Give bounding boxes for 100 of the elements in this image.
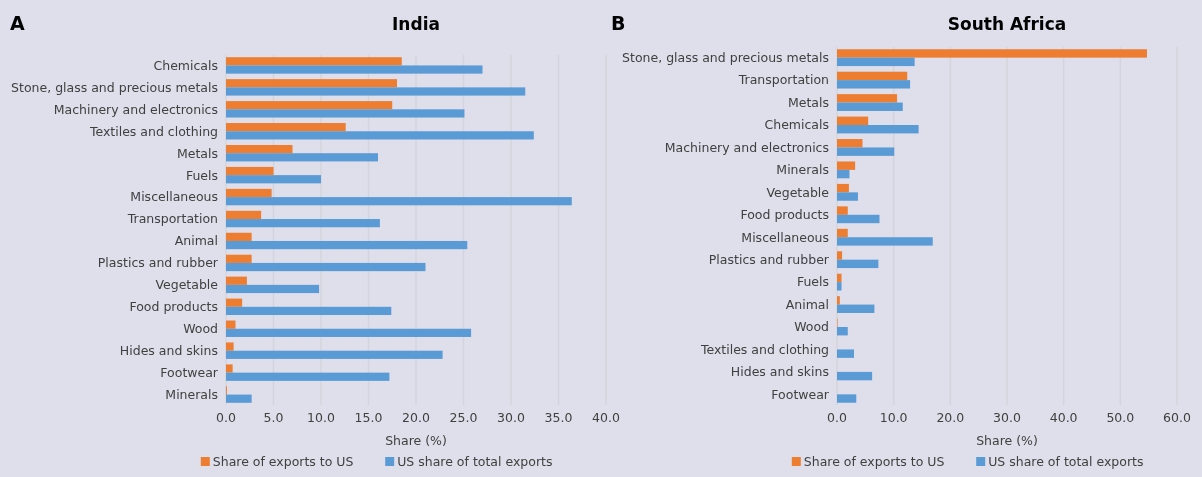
bar (837, 206, 848, 215)
y-tick-label: Textiles and clothing (88, 123, 218, 139)
x-axis-title: Share (%) (385, 433, 447, 448)
y-tick-label: Hides and skins (119, 343, 218, 359)
bar (837, 57, 915, 67)
x-tick-label: 20.0 (402, 410, 430, 425)
y-tick-label: Wood (794, 319, 829, 335)
bar (226, 262, 426, 272)
bar (837, 161, 856, 170)
bar (837, 102, 903, 111)
bar (837, 147, 895, 156)
bar (226, 109, 465, 118)
bar (837, 282, 842, 291)
x-tick-label: 40.0 (1049, 410, 1078, 425)
y-tick-label: Stone, glass and precious metals (11, 79, 218, 95)
bar (226, 298, 243, 307)
bar (226, 123, 346, 132)
y-tick-label: Chemicals (153, 57, 218, 73)
y-tick-label: Footwear (160, 365, 219, 381)
x-tick-label: 30.0 (497, 410, 525, 425)
bar (226, 131, 534, 140)
y-tick-label: Vegetable (155, 277, 219, 293)
bar (226, 166, 274, 176)
bar (226, 254, 252, 263)
x-tick-label: 60.0 (1163, 410, 1191, 425)
bar (226, 144, 293, 154)
y-tick-label: Transportation (126, 211, 218, 227)
bar (837, 94, 898, 103)
bar (837, 296, 840, 305)
bar (837, 214, 880, 224)
bar (226, 232, 252, 241)
bar (226, 350, 443, 359)
bar (837, 80, 911, 89)
bar (837, 71, 908, 81)
y-tick-label: Animal (174, 233, 218, 249)
x-tick-label: 25.0 (449, 410, 478, 425)
bar (226, 372, 390, 381)
y-tick-label: Metals (787, 94, 829, 110)
y-tick-label: Fuels (185, 167, 218, 183)
y-tick-label: Stone, glass and precious metals (622, 50, 829, 66)
bar (226, 320, 236, 329)
bar (837, 237, 933, 246)
y-tick-label: Chemicals (764, 117, 829, 133)
y-tick-label: Textiles and clothing (699, 341, 829, 357)
y-tick-label: Wood (183, 321, 218, 337)
chart-title: South Africa (947, 14, 1067, 34)
x-tick-label: 0.0 (216, 410, 236, 425)
x-tick-label: 5.0 (263, 410, 284, 425)
bar (226, 57, 402, 66)
legend-label: US share of total exports (988, 454, 1144, 469)
x-tick-label: 0.0 (827, 410, 847, 425)
bar (837, 349, 854, 358)
bar (226, 240, 468, 250)
bar (226, 328, 472, 337)
bar (226, 153, 378, 162)
bar (837, 116, 869, 125)
x-tick-label: 10.0 (307, 410, 335, 425)
bar (837, 183, 849, 193)
bar (226, 210, 262, 220)
bar (837, 273, 842, 283)
y-tick-label: Machinery and electronics (664, 139, 829, 155)
legend-label: US share of total exports (397, 454, 553, 469)
x-tick-label: 30.0 (993, 410, 1021, 425)
bar (837, 259, 879, 269)
y-tick-label: Food products (129, 299, 218, 315)
bar (226, 79, 397, 88)
x-tick-label: 35.0 (544, 410, 573, 425)
bar (837, 192, 858, 201)
y-tick-label: Minerals (776, 162, 829, 178)
y-tick-label: Plastics and rubber (708, 252, 830, 268)
bar (226, 219, 380, 228)
bar (837, 125, 919, 134)
y-tick-label: Miscellaneous (741, 229, 829, 245)
x-tick-label: 50.0 (1106, 410, 1135, 425)
y-tick-label: Hides and skins (730, 364, 829, 380)
y-tick-label: Vegetable (766, 184, 830, 200)
bar (226, 276, 247, 285)
bar (837, 394, 857, 403)
legend-label: Share of exports to US (803, 454, 945, 469)
bar (837, 228, 848, 238)
bar (226, 394, 252, 403)
bar (226, 101, 393, 110)
bar (226, 87, 526, 96)
bar (837, 304, 875, 313)
bar (837, 49, 1147, 58)
chart-title: India (392, 14, 440, 34)
bar (226, 65, 483, 74)
y-tick-label: Transportation (737, 72, 829, 88)
bar (226, 175, 321, 184)
bar (837, 251, 843, 260)
bar (226, 197, 572, 206)
bar (226, 342, 234, 351)
bar (226, 188, 272, 198)
y-tick-label: Miscellaneous (130, 189, 218, 205)
text: A (10, 12, 25, 34)
x-tick-label: 20.0 (936, 410, 965, 425)
x-tick-label: 40.0 (592, 410, 620, 425)
bar (837, 327, 848, 336)
y-tick-label: Animal (785, 296, 829, 312)
bar (837, 169, 850, 179)
